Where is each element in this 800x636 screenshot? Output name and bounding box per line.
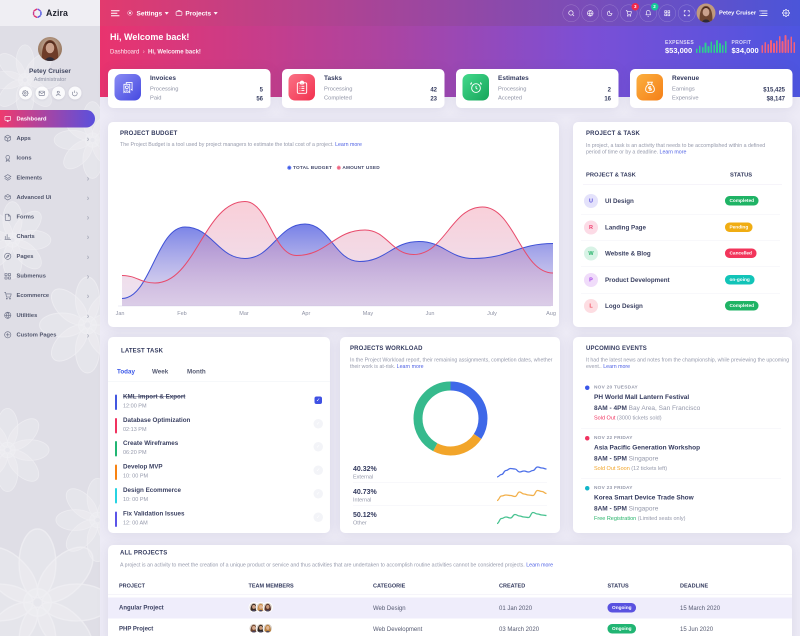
svg-text:May: May bbox=[363, 311, 374, 317]
svg-text:Apr: Apr bbox=[302, 311, 311, 317]
svg-text:Jun: Jun bbox=[426, 311, 435, 317]
svg-text:Mar: Mar bbox=[239, 311, 249, 317]
svg-text:Feb: Feb bbox=[177, 311, 186, 317]
svg-text:Aug: Aug bbox=[546, 311, 556, 317]
svg-text:Jan: Jan bbox=[116, 311, 125, 317]
svg-text:July: July bbox=[487, 311, 497, 317]
